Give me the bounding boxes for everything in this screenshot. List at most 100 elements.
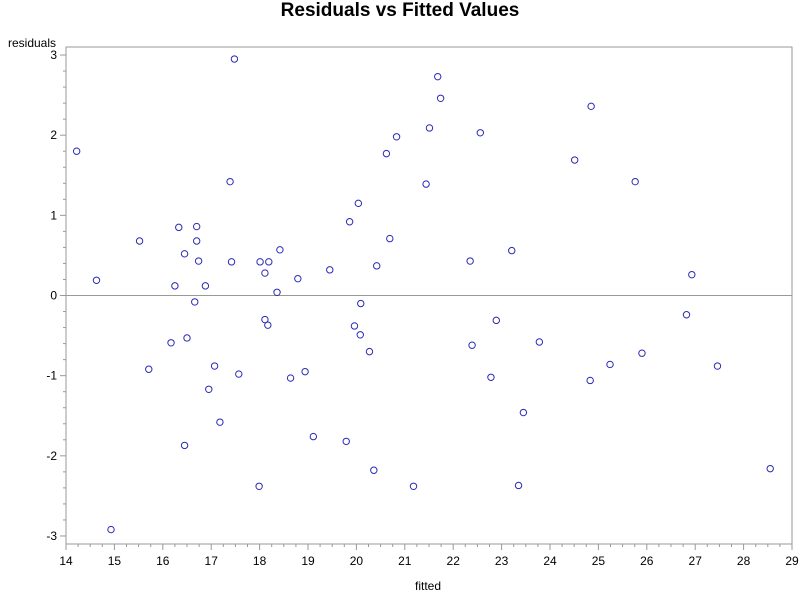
x-tick-label: 26: [640, 554, 654, 568]
data-point: [587, 102, 595, 111]
y-tick-label: 2: [50, 128, 57, 142]
data-point: [235, 370, 243, 378]
x-tick-label: 24: [543, 554, 557, 568]
y-axis-label: residuals: [8, 36, 56, 50]
data-point: [373, 262, 381, 270]
data-point: [766, 464, 774, 473]
chart-title: Residuals vs Fitted Values: [280, 0, 520, 21]
data-point: [354, 199, 363, 208]
x-tick-label: 21: [398, 554, 412, 568]
data-point: [365, 347, 374, 356]
data-point: [261, 269, 269, 277]
x-tick-label: 28: [737, 554, 751, 568]
y-tick-label: 0: [50, 289, 57, 303]
data-point: [301, 367, 309, 376]
x-tick-label: 20: [350, 554, 364, 568]
data-point: [167, 339, 175, 347]
data-point: [265, 258, 273, 266]
data-point: [276, 246, 284, 254]
x-axis-label: fitted: [415, 579, 441, 593]
data-point: [682, 311, 691, 319]
data-point: [273, 288, 281, 296]
data-point: [227, 258, 236, 266]
data-point: [326, 266, 334, 274]
data-point: [468, 341, 476, 349]
data-point: [175, 223, 183, 232]
data-point: [261, 315, 269, 324]
y-axis: -3 -2 -1 0 1 2 3: [46, 48, 66, 543]
data-point: [135, 237, 144, 245]
y-tick-label: 3: [50, 48, 57, 62]
data-point: [192, 237, 201, 245]
x-tick-label: 25: [592, 554, 606, 568]
data-point: [476, 129, 485, 137]
data-point: [145, 365, 153, 373]
data-point: [386, 234, 394, 243]
y-tick-label: 1: [50, 208, 57, 222]
data-point: [216, 418, 224, 426]
data-point: [180, 441, 189, 450]
x-tick-label: 23: [495, 554, 509, 568]
data-point: [409, 482, 418, 490]
data-point: [392, 133, 401, 141]
x-axis: 14 15 16 17 18 19 20 21 22 23 24 25 26 27 28 29: [59, 544, 799, 568]
data-point: [194, 257, 203, 265]
y-tick-label: -2: [46, 449, 57, 463]
data-point: [201, 282, 210, 290]
data-point: [508, 246, 516, 255]
data-point: [487, 373, 495, 381]
data-point: [107, 525, 115, 534]
data-point: [191, 298, 199, 306]
data-point: [631, 177, 639, 186]
data-point: [586, 376, 594, 385]
data-point: [370, 466, 378, 474]
data-point: [519, 408, 528, 417]
data-point: [434, 72, 442, 81]
x-tick-label: 22: [447, 554, 461, 568]
data-point: [425, 124, 434, 132]
x-tick-label: 17: [205, 554, 219, 568]
data-point: [436, 94, 445, 103]
data-point: [356, 331, 364, 339]
data-point: [205, 385, 213, 393]
data-point: [350, 322, 359, 330]
data-point: [210, 362, 219, 370]
x-tick-label: 16: [156, 554, 170, 568]
data-point: [342, 437, 350, 446]
data-point: [183, 334, 191, 342]
x-tick-label: 14: [59, 554, 73, 568]
x-tick-label: 18: [253, 554, 267, 568]
data-point: [535, 338, 544, 346]
data-point: [466, 257, 474, 265]
data-point: [357, 299, 365, 308]
x-tick-label: 27: [689, 554, 703, 568]
x-tick-label: 29: [785, 554, 799, 568]
data-point: [230, 55, 239, 63]
data-point: [255, 482, 263, 490]
data-point: [382, 149, 391, 158]
data-point: [264, 321, 272, 329]
data-point: [226, 177, 234, 186]
data-point: [256, 258, 264, 266]
data-point: [492, 316, 500, 325]
data-point: [514, 481, 523, 490]
data-point: [688, 270, 696, 279]
data-point: [309, 432, 318, 441]
data-point: [92, 276, 101, 284]
data-point: [171, 282, 179, 290]
data-point: [286, 374, 295, 382]
data-point: [713, 362, 722, 370]
data-point: [570, 156, 579, 164]
data-point: [294, 274, 302, 283]
data-point: [180, 250, 189, 258]
data-point: [72, 147, 81, 155]
data-points: [72, 55, 774, 534]
y-tick-label: -3: [46, 529, 57, 543]
data-point: [606, 360, 614, 369]
y-tick-label: -1: [46, 369, 57, 383]
x-tick-label: 19: [301, 554, 315, 568]
data-point: [192, 222, 201, 231]
data-point: [345, 218, 354, 226]
data-point: [638, 349, 646, 357]
